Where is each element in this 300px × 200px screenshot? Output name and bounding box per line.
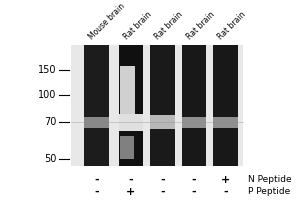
Text: Rat brain: Rat brain <box>216 10 248 41</box>
Bar <box>150 115 175 129</box>
Text: +: + <box>126 187 136 197</box>
Text: Rat brain: Rat brain <box>122 10 153 41</box>
Text: -: - <box>160 175 165 185</box>
Text: Mouse brain: Mouse brain <box>87 2 127 41</box>
Text: -: - <box>94 187 99 197</box>
Text: Rat brain: Rat brain <box>185 10 216 41</box>
Bar <box>182 45 206 166</box>
Text: +: + <box>221 175 230 185</box>
Bar <box>120 66 135 114</box>
Bar <box>213 117 238 128</box>
Text: -: - <box>192 175 196 185</box>
Bar <box>182 117 206 128</box>
Text: P Peptide: P Peptide <box>248 187 291 196</box>
Bar <box>150 45 175 166</box>
Text: -: - <box>94 175 99 185</box>
Text: 50: 50 <box>44 154 56 164</box>
Text: 70: 70 <box>44 117 56 127</box>
Bar <box>120 136 134 159</box>
Bar <box>85 45 109 166</box>
Bar <box>85 117 109 128</box>
Bar <box>213 45 238 166</box>
Bar <box>119 116 143 128</box>
Text: 150: 150 <box>38 65 56 75</box>
Text: -: - <box>223 187 228 197</box>
Bar <box>71 45 243 166</box>
Bar <box>119 45 143 166</box>
Text: -: - <box>192 187 196 197</box>
Text: -: - <box>129 175 133 185</box>
Text: N Peptide: N Peptide <box>248 175 292 184</box>
Text: -: - <box>160 187 165 197</box>
Text: Rat brain: Rat brain <box>153 10 185 41</box>
Text: 100: 100 <box>38 90 56 100</box>
Bar <box>150 117 175 127</box>
Bar <box>119 114 143 131</box>
